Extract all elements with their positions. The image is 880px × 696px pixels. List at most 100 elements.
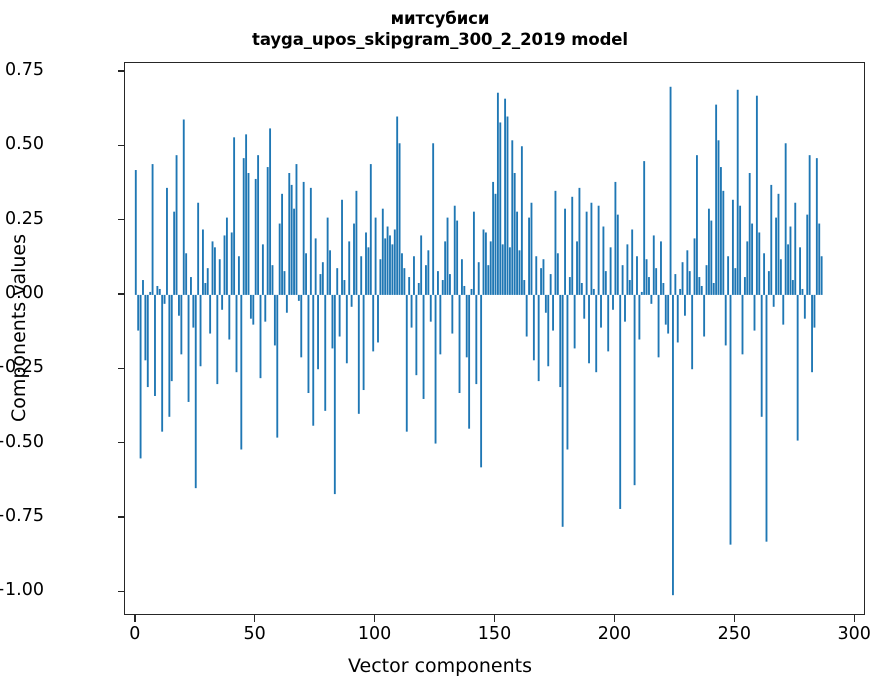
bar <box>746 241 749 295</box>
bar <box>731 199 734 295</box>
bar <box>703 294 706 337</box>
bar <box>369 164 372 295</box>
bar <box>540 268 542 295</box>
bar <box>156 285 159 295</box>
bar <box>681 262 684 295</box>
bar <box>787 244 789 295</box>
bar <box>410 294 413 328</box>
bar <box>739 205 742 295</box>
bar <box>799 247 801 295</box>
bar <box>367 247 370 295</box>
y-tick-label: −0.50 <box>0 431 44 452</box>
bar <box>719 167 722 295</box>
bar <box>161 294 164 432</box>
bar <box>384 238 387 295</box>
bar <box>151 164 154 295</box>
chart-subtitle: tayga_upos_skipgram_300_2_2019 model <box>252 30 628 49</box>
bar <box>595 294 598 373</box>
bar <box>583 294 586 319</box>
bar <box>348 241 351 295</box>
bar <box>158 288 161 295</box>
x-tick-mark <box>613 615 616 622</box>
bar <box>139 294 142 459</box>
bar <box>293 208 295 295</box>
bar <box>230 232 233 295</box>
bar <box>530 202 533 295</box>
bar <box>312 294 315 426</box>
bar <box>520 146 523 295</box>
bar <box>216 294 219 385</box>
bar <box>321 262 324 295</box>
bar <box>180 294 183 355</box>
bar <box>192 294 195 328</box>
bar <box>624 294 626 322</box>
y-tick-mark <box>117 293 124 295</box>
x-tick-mark <box>373 615 376 622</box>
x-tick-label: 250 <box>717 624 751 644</box>
x-tick-label: 0 <box>129 624 141 644</box>
bar <box>511 140 514 295</box>
x-tick-mark <box>253 615 256 622</box>
bar <box>559 294 562 388</box>
bar-series <box>134 86 823 596</box>
bar <box>362 294 365 391</box>
bar <box>460 259 463 295</box>
bar <box>791 280 794 295</box>
bar <box>710 220 713 295</box>
bar <box>492 181 495 295</box>
bar <box>513 173 516 295</box>
bar <box>676 294 679 343</box>
bar <box>331 294 334 349</box>
bar <box>487 265 490 295</box>
bar <box>278 223 281 295</box>
bar <box>643 161 646 295</box>
y-tick-label: 0.00 <box>5 282 44 303</box>
bar <box>674 274 677 295</box>
y-tick-label: 0.25 <box>5 208 44 229</box>
bar <box>693 238 696 295</box>
bar <box>341 199 343 295</box>
bar <box>470 288 473 295</box>
bar <box>662 283 665 295</box>
bar <box>717 140 720 295</box>
chart-title: митсубиси <box>390 9 490 28</box>
bar <box>475 294 478 385</box>
bar <box>724 294 727 346</box>
bar <box>672 294 674 596</box>
bar <box>381 208 384 295</box>
bar <box>600 294 602 328</box>
bar <box>396 116 399 295</box>
bar <box>261 244 264 295</box>
bar <box>564 208 566 295</box>
bar <box>619 294 622 509</box>
bar <box>247 173 250 295</box>
x-tick-label: 100 <box>357 624 392 644</box>
bar <box>789 226 792 295</box>
bar <box>516 211 519 295</box>
bar <box>269 128 272 295</box>
bar <box>552 294 554 331</box>
bar <box>254 178 257 295</box>
bar <box>751 223 754 295</box>
bar <box>314 238 317 295</box>
bar <box>451 294 454 334</box>
bar <box>765 294 768 542</box>
bar <box>748 173 751 295</box>
bar <box>465 294 468 358</box>
y-tick-mark <box>117 367 124 369</box>
bar <box>441 280 444 295</box>
bar <box>636 256 638 295</box>
bars-container <box>125 63 866 616</box>
bar <box>290 184 293 295</box>
bar <box>758 232 761 295</box>
bar <box>197 202 200 295</box>
bar <box>237 256 240 295</box>
bar <box>324 294 327 411</box>
bar <box>813 294 816 328</box>
bar <box>542 259 545 295</box>
x-tick-mark <box>134 615 136 622</box>
y-tick-mark <box>117 590 124 592</box>
bar <box>168 294 171 417</box>
bar <box>221 294 224 310</box>
bar <box>257 155 260 295</box>
